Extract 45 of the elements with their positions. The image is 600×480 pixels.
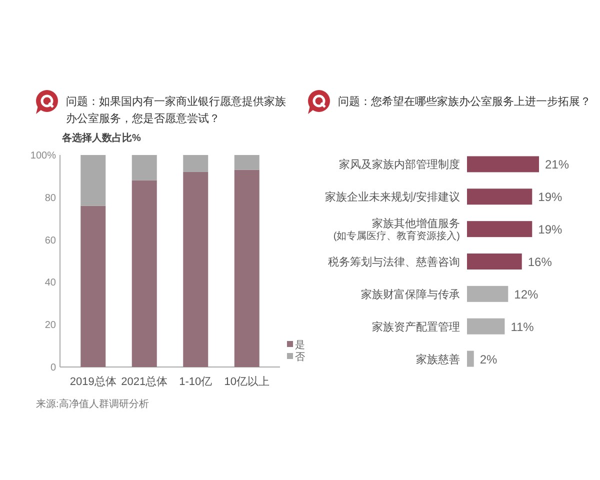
bar bbox=[183, 155, 208, 172]
bar bbox=[467, 286, 508, 302]
y-tick-label: 家族慈善 bbox=[416, 352, 460, 366]
y-tick-label: 60 bbox=[44, 235, 56, 246]
y-tick-label: 家族企业未来规划/安排建议 bbox=[324, 190, 460, 204]
data-label: 11% bbox=[510, 320, 534, 334]
data-label: 2% bbox=[480, 352, 498, 366]
data-label: 12% bbox=[514, 287, 538, 302]
chart-title: 问题：您希望在哪些家族办公室服务上进一步拓展？ bbox=[338, 95, 591, 108]
bar bbox=[467, 254, 522, 270]
y-tick-label: 家族资产配置管理 bbox=[372, 320, 460, 334]
bar bbox=[183, 172, 208, 367]
bar bbox=[132, 155, 157, 180]
bar bbox=[234, 170, 260, 367]
data-label: 21% bbox=[545, 158, 570, 172]
x-tick-label: 2019总体 bbox=[70, 375, 116, 388]
legend-label: 否 bbox=[295, 352, 305, 363]
x-tick-label: 1-10亿 bbox=[179, 376, 212, 388]
legend-label: 是 bbox=[295, 340, 305, 351]
y-tick-label: 20 bbox=[44, 320, 56, 332]
bar bbox=[467, 318, 505, 334]
y-tick-label: 税务筹划与法律、慈善咨询 bbox=[328, 256, 460, 268]
y-axis-title: 各选择人数占比% bbox=[61, 132, 141, 144]
x-tick-label: 10亿以上 bbox=[224, 375, 270, 388]
data-label: 19% bbox=[538, 222, 562, 237]
y-tick-label: 家风及家族内部管理制度 bbox=[339, 158, 460, 172]
bar bbox=[234, 155, 260, 170]
y-tick-label: 100% bbox=[30, 150, 56, 162]
y-tick-label: 家族财富保障与传承 bbox=[361, 288, 460, 301]
bar bbox=[467, 221, 532, 238]
y-tick-label: 0 bbox=[50, 362, 56, 374]
data-label: 16% bbox=[528, 255, 552, 269]
bar bbox=[467, 350, 474, 367]
source-note: 来源:高净值人群调研分析 bbox=[36, 398, 149, 410]
x-tick-label: 2021总体 bbox=[121, 375, 168, 388]
data-label: 19% bbox=[538, 190, 562, 204]
bar bbox=[467, 156, 539, 172]
y-tick-label: 80 bbox=[44, 192, 56, 204]
y-tick-label: 40 bbox=[44, 278, 56, 289]
bar bbox=[467, 188, 532, 205]
chart-title: 问题：如果国内有一家商业银行愿意提供家族办公室服务，您是否愿意尝试？ bbox=[66, 95, 286, 125]
bar bbox=[80, 155, 106, 206]
bar bbox=[132, 180, 157, 367]
y-tick-label: 家族其他增值服务 (如专属医疗、教育资源接入) bbox=[333, 217, 460, 242]
bar bbox=[80, 206, 106, 367]
